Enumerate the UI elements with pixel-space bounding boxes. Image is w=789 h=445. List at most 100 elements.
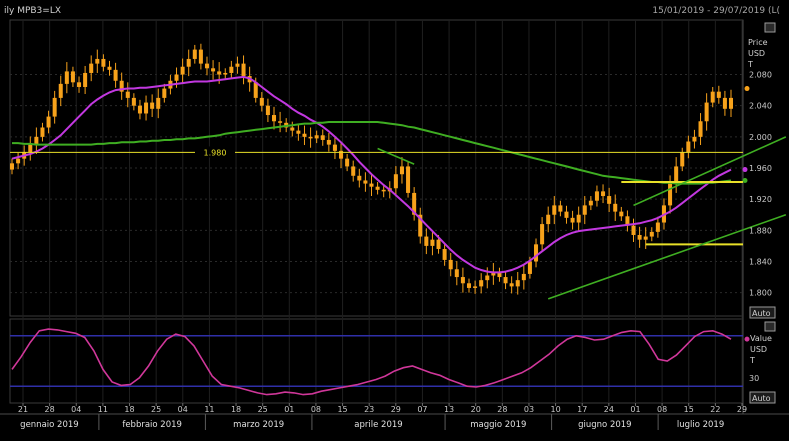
candle-body: [515, 280, 520, 287]
candle-body: [180, 66, 185, 75]
candle-body: [552, 205, 557, 215]
candle-body: [716, 91, 721, 98]
candle-body: [64, 71, 69, 84]
candle-body: [52, 97, 57, 117]
oscillator-end-marker: [744, 336, 750, 342]
candle-body: [223, 72, 228, 75]
candle-body: [466, 283, 472, 288]
price-axis-title-line-3: T: [747, 60, 753, 69]
candle-body: [77, 82, 82, 87]
price-tick-label: 2.080: [749, 71, 772, 80]
candle-body: [412, 192, 417, 215]
price-tick-label: 2.000: [749, 133, 772, 142]
time-tick-label: 01: [284, 405, 294, 414]
candle-body: [259, 97, 264, 106]
candle-body: [698, 121, 703, 137]
time-tick-label: 13: [444, 405, 454, 414]
candle-body: [710, 91, 715, 103]
time-tick-label: 29: [391, 405, 401, 414]
candle-body: [156, 97, 161, 109]
candle-body: [406, 166, 411, 193]
candle-body: [253, 82, 258, 98]
osc-auto-label: Auto: [752, 394, 771, 403]
candle-body: [686, 141, 691, 153]
month-label: marzo 2019: [233, 420, 284, 430]
candle-body: [58, 83, 63, 98]
candle-body: [46, 116, 51, 128]
candle-body: [351, 166, 356, 176]
candle-body: [485, 275, 490, 281]
time-tick-label: 08: [311, 405, 321, 414]
candle-body: [16, 158, 21, 164]
candle-body: [637, 234, 642, 240]
candle-body: [308, 136, 313, 139]
candle-body: [217, 71, 222, 75]
candle-body: [363, 180, 368, 184]
time-tick-label: 25: [258, 405, 268, 414]
oscillator-line: [11, 328, 732, 396]
time-tick-label: 07: [417, 405, 427, 414]
long-ma-end-marker: [742, 177, 748, 183]
candle-body: [314, 135, 319, 139]
time-tick-label: 20: [471, 405, 481, 414]
time-tick-label: 15: [337, 405, 347, 414]
grid-layer: [0, 19, 789, 415]
candle-body: [436, 239, 441, 250]
candle-body: [144, 102, 149, 114]
candle-body: [345, 158, 350, 167]
candle-body: [680, 152, 685, 167]
candle-body: [241, 63, 246, 77]
time-tick-label: 17: [577, 405, 587, 414]
candle-body: [491, 272, 496, 276]
candle-body: [265, 105, 270, 116]
candle-body: [296, 130, 301, 134]
month-label: aprile 2019: [354, 420, 402, 430]
axes-layer: ily MPB3=LX 15/01/2019 - 29/07/2019 (L( …: [4, 6, 780, 430]
candle-body: [198, 49, 203, 64]
candle-body: [150, 102, 155, 109]
candle-body: [28, 144, 33, 153]
candle-body: [332, 144, 337, 151]
time-tick-label: 01: [630, 405, 640, 414]
month-label: febbraio 2019: [122, 420, 182, 430]
price-tick-label: 1.960: [749, 164, 772, 173]
candle-body: [235, 63, 240, 67]
candle-body: [70, 71, 75, 83]
candle-body: [631, 225, 636, 235]
candle-body: [174, 74, 179, 81]
candle-body: [381, 189, 386, 192]
candle-body: [728, 97, 734, 109]
candle-body: [339, 150, 344, 159]
time-tick-label: 04: [71, 405, 81, 414]
candle-body: [369, 183, 374, 187]
candle-body: [9, 163, 15, 170]
candle-body: [399, 166, 404, 175]
candle-body: [442, 249, 447, 260]
osc-collapse-button[interactable]: [764, 321, 776, 332]
candle-body: [503, 277, 508, 284]
price-collapse-button[interactable]: [764, 22, 776, 33]
price-tick-label: 1.920: [749, 195, 772, 204]
month-label: maggio 2019: [470, 420, 526, 430]
time-tick-label: 29: [737, 405, 747, 414]
price-tick-label: 1.840: [749, 257, 772, 266]
candle-body: [497, 272, 502, 278]
oscillator-tick-label: 30: [749, 374, 759, 383]
candle-body: [655, 222, 660, 232]
candle-body: [357, 175, 362, 181]
candle-body: [101, 58, 106, 67]
price-auto-button[interactable]: [749, 306, 776, 319]
osc-auto-button[interactable]: [749, 391, 776, 404]
time-tick-label: 18: [231, 405, 241, 414]
candle-body: [278, 121, 283, 123]
candle-body: [479, 280, 484, 287]
candle-body: [192, 49, 197, 59]
candle-body: [320, 135, 325, 140]
month-label: gennaio 2019: [20, 420, 79, 430]
candle-body: [594, 191, 599, 201]
candle-body: [302, 133, 307, 137]
time-tick-label: 04: [178, 405, 188, 414]
candle-body: [546, 214, 551, 225]
